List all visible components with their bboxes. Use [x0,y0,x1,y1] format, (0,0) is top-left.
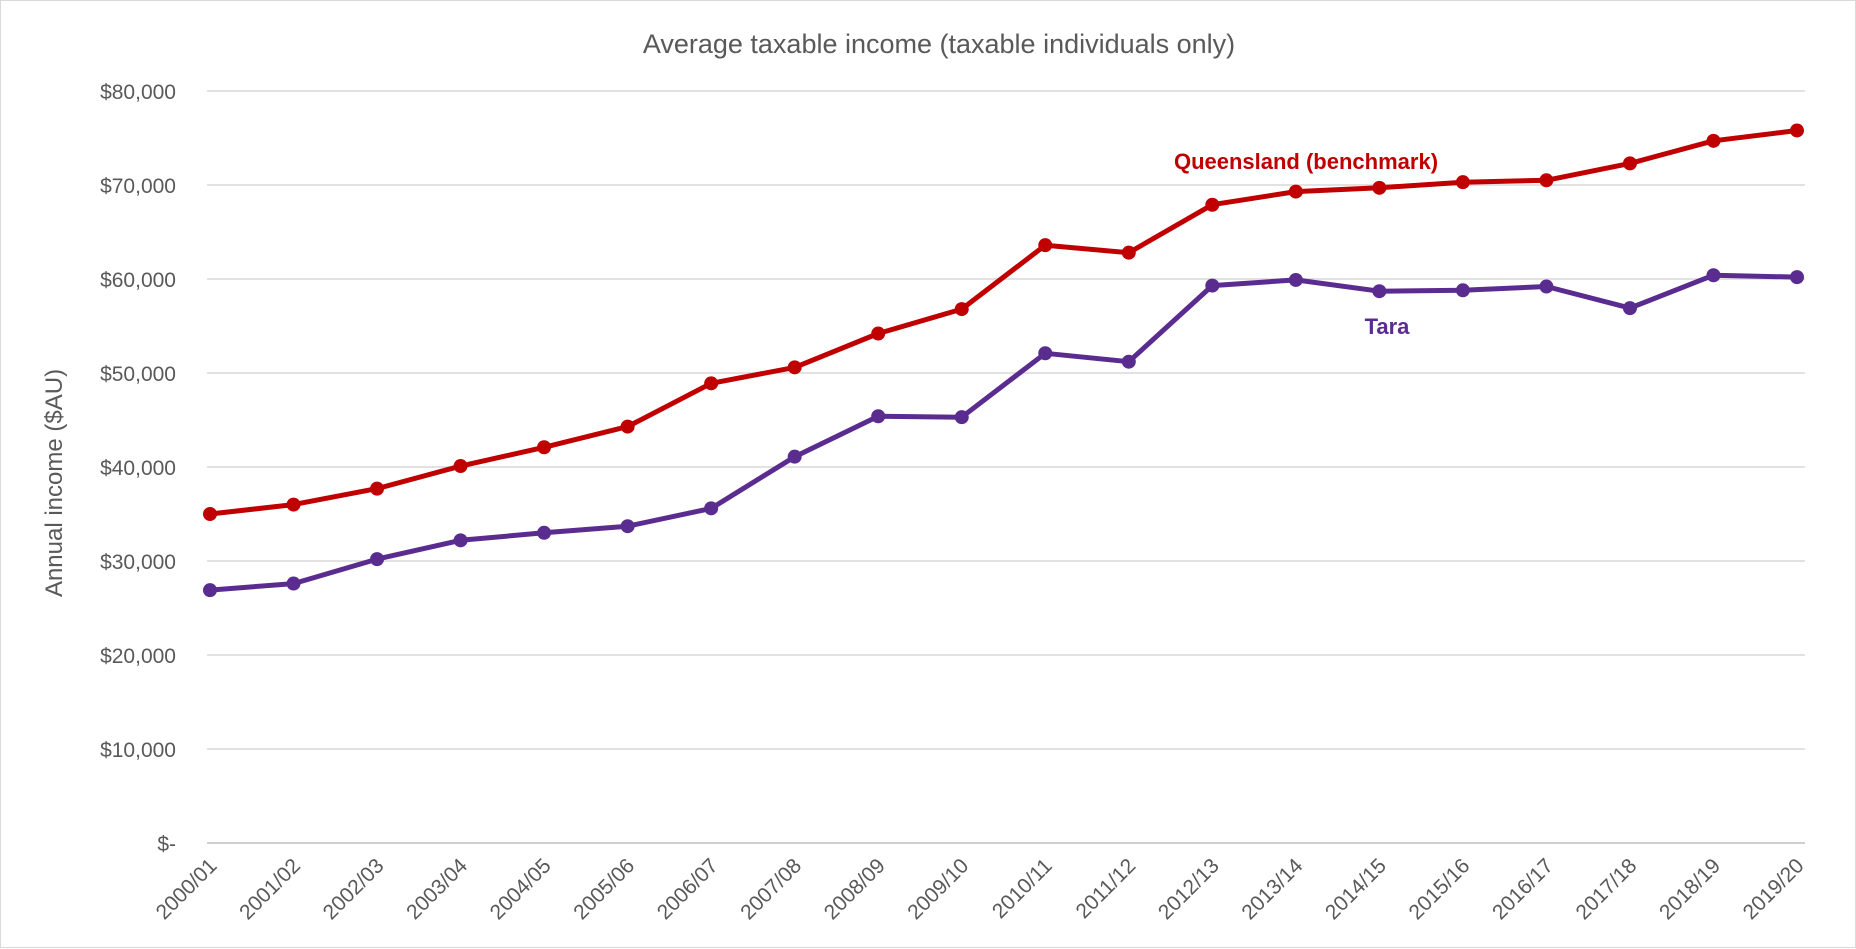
data-point-tara [1205,278,1220,293]
y-tick-label: $50,000 [100,363,176,386]
series-labels: Queensland (benchmark) Tara [1174,149,1438,339]
data-point-tara [1622,301,1637,316]
data-point-tara [954,410,969,425]
data-point-queensland-benchmark [1038,238,1053,253]
data-point-tara [286,576,301,591]
data-point-queensland-benchmark [954,302,969,317]
data-point-tara [1372,284,1387,299]
x-tick-label: 2009/10 [903,854,973,924]
data-point-queensland-benchmark [1455,175,1470,190]
series-line-queensland-benchmark [207,128,1800,517]
data-point-queensland-benchmark [286,497,301,512]
x-tick-label: 2014/15 [1321,854,1391,924]
y-tick-label: $- [157,833,176,856]
data-point-tara [1038,346,1053,361]
y-tick-label: $30,000 [100,551,176,574]
data-point-tara [620,519,635,534]
x-tick-label: 2010/11 [988,854,1057,923]
y-tick-label: $70,000 [100,175,176,198]
data-point-tara [1455,283,1470,298]
series-line-tara [207,272,1800,593]
data-point-queensland-benchmark [871,326,886,341]
data-point-queensland-benchmark [370,481,385,496]
gridlines [207,90,1805,844]
y-tick-label: $80,000 [100,81,176,104]
x-tick-label: 2002/03 [319,854,389,924]
data-point-tara [1706,268,1721,283]
series-queensland-benchmark [203,123,1804,521]
y-tick-label: $60,000 [100,269,176,292]
data-point-queensland-benchmark [1288,184,1303,199]
series-label-queensland-benchmark: Queensland (benchmark) [1174,149,1438,174]
y-tick-label: $20,000 [100,645,176,668]
y-tick-label: $40,000 [100,457,176,480]
y-axis-title: Annual income ($AU) [41,369,68,597]
data-point-tara [1288,272,1303,287]
x-tick-label: 2012/13 [1154,854,1224,924]
x-tick-label: 2016/17 [1488,854,1558,924]
x-tick-label: 2011/12 [1071,854,1140,923]
x-tick-label: 2019/20 [1739,854,1809,924]
data-point-queensland-benchmark [537,440,552,455]
data-point-queensland-benchmark [203,507,217,521]
x-tick-label: 2006/07 [653,854,723,924]
data-point-queensland-benchmark [1539,173,1554,188]
data-point-tara [704,501,719,516]
x-tick-label: 2017/18 [1572,854,1642,924]
data-point-queensland-benchmark [453,459,468,474]
x-tick-label: 2001/02 [235,854,305,924]
data-point-queensland-benchmark [1121,245,1136,260]
x-tick-label: 2007/08 [736,854,806,924]
x-tick-label: 2003/04 [402,854,472,924]
data-point-queensland-benchmark [620,419,635,434]
data-point-queensland-benchmark [1622,156,1637,171]
x-axis-tick-labels: 2000/01 2001/02 2002/03 2003/04 2004/05 2005/… [152,854,1809,924]
data-point-tara [1790,270,1804,285]
data-point-queensland-benchmark [1372,180,1387,195]
x-tick-label: 2000/01 [152,854,222,924]
series-lines [203,123,1804,598]
y-axis-tick-labels: $- $10,000 $20,000 $30,000 $40,000 $50,000 $60… [100,81,176,856]
data-point-tara [1539,279,1554,294]
x-tick-label: 2013/14 [1237,854,1307,924]
data-point-tara [537,525,552,540]
data-point-tara [453,533,468,548]
data-point-queensland-benchmark [1205,197,1220,212]
data-point-queensland-benchmark [787,360,802,375]
x-tick-label: 2008/09 [820,854,890,924]
x-tick-label: 2005/06 [569,854,639,924]
data-point-queensland-benchmark [704,376,719,391]
data-point-tara [370,552,385,567]
x-tick-label: 2018/19 [1655,854,1725,924]
chart-title: Average taxable income (taxable individu… [643,29,1235,59]
x-tick-label: 2004/05 [486,854,556,924]
series-tara [203,268,1804,598]
data-point-tara [203,583,217,598]
data-point-tara [787,449,802,464]
y-tick-label: $10,000 [100,739,176,762]
data-point-queensland-benchmark [1790,123,1804,138]
data-point-tara [871,409,886,424]
data-point-tara [1121,354,1136,369]
x-tick-label: 2015/16 [1404,854,1474,924]
data-point-queensland-benchmark [1706,133,1721,148]
series-label-tara: Tara [1365,314,1411,339]
